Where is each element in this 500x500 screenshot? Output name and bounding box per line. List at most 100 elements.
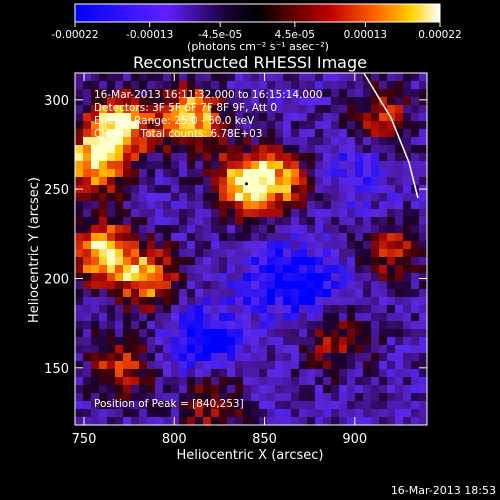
heatmap-pixel <box>299 369 307 377</box>
heatmap-pixel <box>411 345 419 353</box>
heatmap-pixel <box>315 105 323 113</box>
heatmap-pixel <box>211 161 219 169</box>
heatmap-pixel <box>371 265 379 273</box>
heatmap-pixel <box>155 113 163 121</box>
heatmap-pixel <box>363 297 371 305</box>
heatmap-pixel <box>347 185 355 193</box>
heatmap-pixel <box>411 81 419 89</box>
heatmap-pixel <box>275 369 283 377</box>
heatmap-pixel <box>259 305 267 313</box>
heatmap-pixel <box>99 353 107 361</box>
heatmap-pixel <box>379 233 387 241</box>
heatmap-pixel <box>91 369 99 377</box>
heatmap-pixel <box>83 129 91 137</box>
heatmap-pixel <box>227 313 235 321</box>
heatmap-pixel <box>403 89 411 97</box>
heatmap-pixel <box>259 273 267 281</box>
heatmap-pixel <box>227 241 235 249</box>
heatmap-pixel <box>419 281 427 289</box>
heatmap-pixel <box>403 241 411 249</box>
heatmap-pixel <box>179 273 187 281</box>
heatmap-pixel <box>315 289 323 297</box>
heatmap-pixel <box>91 177 99 185</box>
heatmap-pixel <box>75 361 83 369</box>
heatmap-pixel <box>251 289 259 297</box>
heatmap-pixel <box>411 137 419 145</box>
heatmap-pixel <box>187 297 195 305</box>
heatmap-pixel <box>347 113 355 121</box>
heatmap-pixel <box>155 233 163 241</box>
heatmap-pixel <box>139 393 147 401</box>
heatmap-pixel <box>155 89 163 97</box>
heatmap-pixel <box>387 89 395 97</box>
heatmap-pixel <box>419 73 427 81</box>
heatmap-pixel <box>331 297 339 305</box>
heatmap-pixel <box>379 345 387 353</box>
heatmap-pixel <box>227 113 235 121</box>
heatmap-pixel <box>259 81 267 89</box>
heatmap-pixel <box>339 145 347 153</box>
heatmap-pixel <box>355 89 363 97</box>
heatmap-pixel <box>363 177 371 185</box>
heatmap-pixel <box>379 281 387 289</box>
heatmap-pixel <box>395 313 403 321</box>
heatmap-pixel <box>283 81 291 89</box>
heatmap-pixel <box>75 329 83 337</box>
heatmap-pixel <box>259 225 267 233</box>
heatmap-pixel <box>411 121 419 129</box>
heatmap-pixel <box>299 385 307 393</box>
heatmap-pixel <box>307 233 315 241</box>
heatmap-pixel <box>355 337 363 345</box>
heatmap-pixel <box>99 409 107 417</box>
heatmap-pixel <box>387 377 395 385</box>
heatmap-pixel <box>323 185 331 193</box>
heatmap-pixel <box>307 273 315 281</box>
heatmap-pixel <box>163 121 171 129</box>
heatmap-pixel <box>387 177 395 185</box>
heatmap-pixel <box>227 385 235 393</box>
heatmap-pixel <box>259 313 267 321</box>
heatmap-pixel <box>403 145 411 153</box>
heatmap-pixel <box>195 121 203 129</box>
heatmap-pixel <box>347 73 355 81</box>
heatmap-pixel <box>291 201 299 209</box>
heatmap-pixel <box>227 369 235 377</box>
heatmap-pixel <box>179 409 187 417</box>
heatmap-pixel <box>219 193 227 201</box>
heatmap-pixel <box>91 257 99 265</box>
heatmap-pixel <box>155 289 163 297</box>
heatmap-pixel <box>251 105 259 113</box>
heatmap-pixel <box>99 121 107 129</box>
heatmap-pixel <box>339 361 347 369</box>
heatmap-pixel <box>379 193 387 201</box>
heatmap-pixel <box>203 313 211 321</box>
heatmap-pixel <box>379 81 387 89</box>
heatmap-pixel <box>291 113 299 121</box>
heatmap-pixel <box>195 353 203 361</box>
heatmap-pixel <box>307 209 315 217</box>
heatmap-pixel <box>259 393 267 401</box>
heatmap-pixel <box>331 185 339 193</box>
heatmap <box>75 73 427 425</box>
heatmap-pixel <box>115 329 123 337</box>
heatmap-pixel <box>299 105 307 113</box>
heatmap-pixel <box>299 89 307 97</box>
heatmap-pixel <box>131 81 139 89</box>
heatmap-pixel <box>107 305 115 313</box>
heatmap-pixel <box>155 385 163 393</box>
heatmap-pixel <box>291 153 299 161</box>
heatmap-pixel <box>251 249 259 257</box>
heatmap-pixel <box>259 249 267 257</box>
heatmap-pixel <box>395 97 403 105</box>
heatmap-pixel <box>219 297 227 305</box>
heatmap-pixel <box>211 297 219 305</box>
heatmap-pixel <box>203 393 211 401</box>
heatmap-pixel <box>195 281 203 289</box>
heatmap-pixel <box>259 153 267 161</box>
heatmap-pixel <box>275 209 283 217</box>
heatmap-pixel <box>91 89 99 97</box>
heatmap-pixel <box>275 265 283 273</box>
heatmap-pixel <box>283 113 291 121</box>
heatmap-pixel <box>251 297 259 305</box>
heatmap-pixel <box>331 393 339 401</box>
